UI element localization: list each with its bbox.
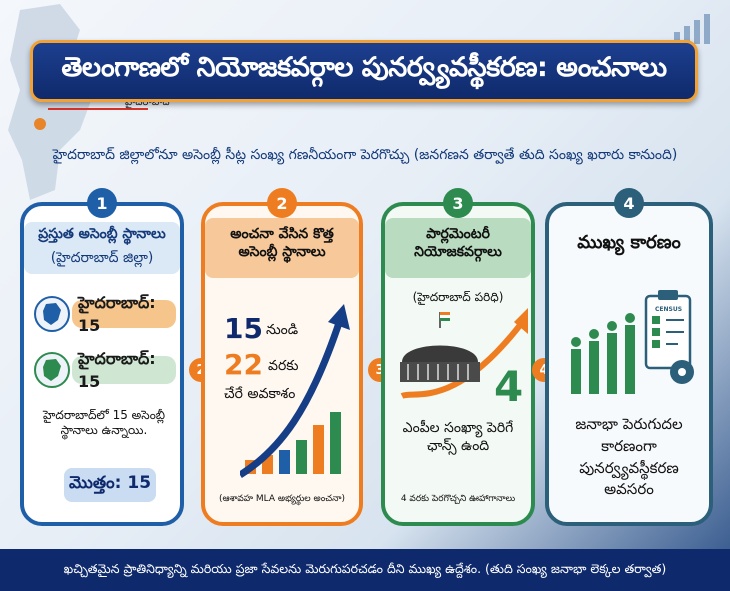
footer-banner: ఖచ్చితమైన ప్రాతినిధ్యాన్ని మరియు ప్రజా స… — [0, 549, 730, 591]
from-number: 15 — [224, 312, 263, 345]
subtitle: హైదరాబాద్ జిల్లాలోనూ అసెంబ్లీ సీట్ల సంఖ్… — [52, 147, 678, 163]
card-3-note: ఎంపీల సంఖ్యా పెరిగే ఛాన్స్ ఉంది — [402, 420, 514, 454]
card-1-subtitle: (హైదరాబాద్ జిల్లా) — [50, 250, 154, 266]
telangana-map-icon — [8, 4, 95, 200]
map-label: హైదరాబాద్ — [125, 97, 170, 108]
card-2-footnote: (ఆశావహ MLA అభ్యర్థుల అంచనా) — [218, 494, 346, 504]
parliament-icon — [400, 308, 528, 399]
pill-hyderabad-2: హైదరాబాద్: 15 — [72, 349, 176, 391]
card-3-title: పార్లమెంటరీ నియోజకవర్గాలు — [414, 226, 502, 260]
card-4-note: జనాభా పెరుగుదల కారణంగా పునర్వ్యవస్థీకరణ … — [575, 415, 683, 499]
to-word: వరకు — [268, 358, 299, 374]
total-badge: మొత్తం: 15 — [64, 468, 156, 502]
census-label: CENSUS — [655, 306, 683, 313]
card-1-number: 1 — [87, 188, 117, 218]
rising-arrow-icon — [240, 304, 350, 478]
page-title: తెలంగాణలో నియోజకవర్గాల పునర్వ్యవస్థీకరణ:… — [30, 40, 698, 102]
from-word: నుండి — [266, 322, 299, 338]
card-4-number: 4 — [614, 188, 644, 218]
card-2-title: అంచనా వేసిన కొత్త అసెంబ్లీ స్థానాలు — [230, 226, 334, 260]
population-census-icon — [571, 290, 694, 394]
map-badge-icon — [34, 352, 70, 388]
card-4-title: ముఖ్య కారణం — [577, 232, 681, 253]
card-1-title: ప్రస్తుత అసెంబ్లీ స్థానాలు — [38, 226, 166, 242]
map-pointer-line — [48, 108, 148, 110]
pill-hyderabad-1: హైదరాబాద్: 15 — [72, 293, 176, 335]
card-3-subtitle: (హైదరాబాద్ పరిధి) — [412, 290, 504, 304]
card-2-note: చేరే అవకాశం — [224, 386, 296, 402]
card-2-number: 2 — [267, 188, 297, 218]
bar-chart-icon — [674, 14, 710, 44]
card-1-note: హైదరాబాద్‌లో 15 అసెంబ్లీ స్థానాలు ఉన్నాయ… — [42, 408, 166, 437]
to-number: 22 — [224, 348, 263, 381]
map-badge-icon — [34, 296, 70, 332]
big-number-4: 4 — [494, 362, 524, 411]
card-3-footnote: 4 వరకు పెరగొచ్చని ఊహాగానాలు — [400, 494, 516, 504]
card-3-number: 3 — [443, 188, 473, 218]
